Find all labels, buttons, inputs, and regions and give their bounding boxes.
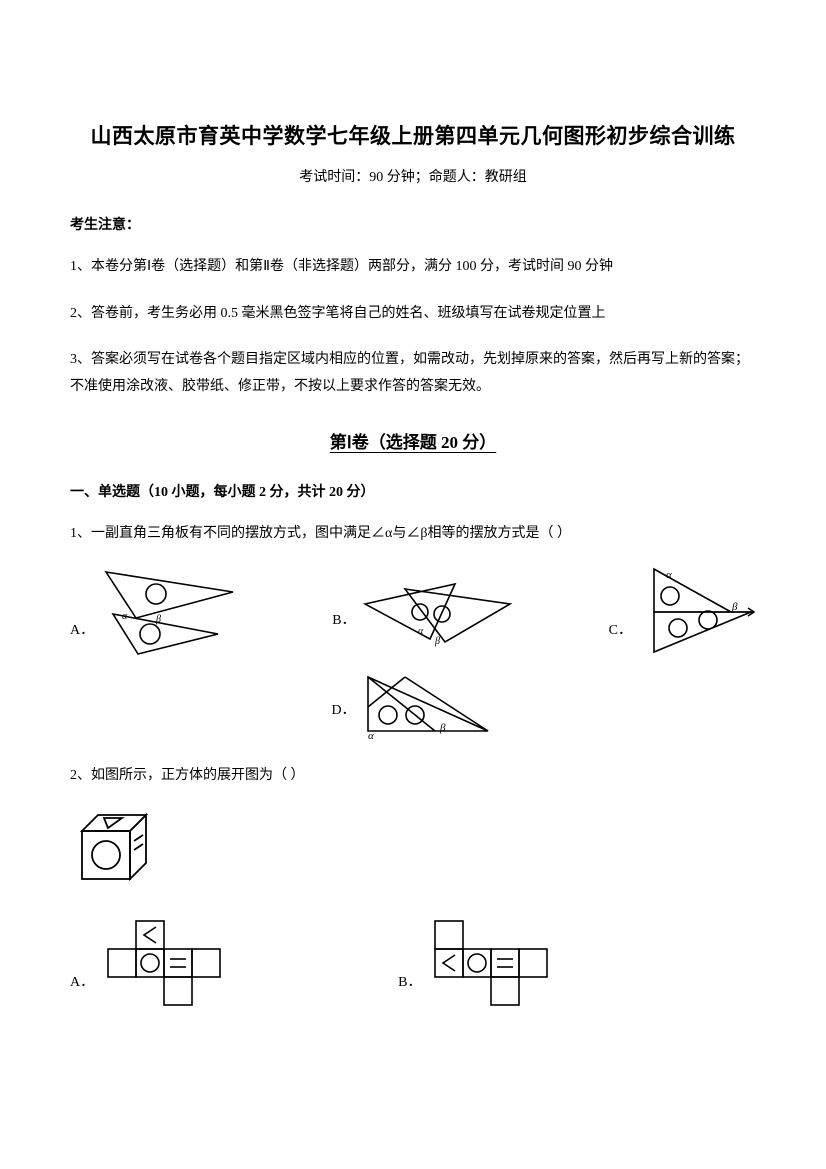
option-label-b: B． — [332, 609, 355, 629]
cube-icon — [70, 806, 160, 896]
q2-options-ab: A． — [70, 916, 756, 1011]
net-b-icon — [425, 916, 575, 1011]
q1-option-c: C． α β — [609, 564, 756, 659]
q2-option-b: B． — [398, 916, 575, 1011]
svg-text:β: β — [155, 614, 161, 625]
notice-header: 考生注意： — [70, 214, 756, 234]
svg-text:α: α — [368, 730, 374, 739]
notice-1: 1、本卷分第Ⅰ卷（选择题）和第Ⅱ卷（非选择题）两部分，满分 100 分，考试时间… — [70, 254, 756, 281]
q1-option-b: B． α β — [332, 574, 514, 649]
svg-text:α: α — [666, 569, 672, 581]
svg-text:β: β — [434, 636, 440, 647]
triangle-diagram-a-icon: α β — [98, 564, 238, 659]
question-1: 1、一副直角三角板有不同的摆放方式，图中满足∠α与∠β相等的摆放方式是（ ） — [70, 521, 756, 548]
q1-option-d-row: D． α β — [70, 669, 756, 739]
svg-text:α: α — [418, 626, 424, 637]
page-title: 山西太原市育英中学数学七年级上册第四单元几何图形初步综合训练 — [70, 120, 756, 150]
subsection-title: 一、单选题（10 小题，每小题 2 分，共计 20 分） — [70, 481, 756, 501]
exam-page: 山西太原市育英中学数学七年级上册第四单元几何图形初步综合训练 考试时间：90 分… — [0, 0, 826, 1061]
triangle-diagram-c-icon: α β — [636, 564, 756, 659]
triangle-diagram-d-icon: α β — [360, 669, 495, 739]
option-label-c: C． — [609, 619, 632, 639]
section-header: 第Ⅰ卷（选择题 20 分） — [70, 428, 756, 453]
question-2: 2、如图所示，正方体的展开图为（ ） — [70, 763, 756, 790]
page-subtitle: 考试时间：90 分钟；命题人：教研组 — [70, 166, 756, 186]
q1-options-abc: A． α β B． — [70, 564, 756, 659]
option-label-a: A． — [70, 619, 94, 639]
q2-option-label-b: B． — [398, 971, 421, 991]
q1-option-a: A． α β — [70, 564, 238, 659]
notice-3: 3、答案必须写在试卷各个题目指定区域内相应的位置，如需改动，先划掉原来的答案，然… — [70, 347, 756, 400]
svg-text:α: α — [122, 611, 128, 622]
triangle-diagram-b-icon: α β — [360, 574, 515, 649]
q1-option-d: D． α β — [331, 669, 494, 739]
q2-option-label-a: A． — [70, 971, 94, 991]
q2-option-a: A． — [70, 916, 248, 1011]
svg-text:β: β — [439, 722, 446, 734]
notice-2: 2、答卷前，考生务必用 0.5 毫米黑色签字笔将自己的姓名、班级填写在试卷规定位… — [70, 301, 756, 328]
net-a-icon — [98, 916, 248, 1011]
svg-text:β: β — [731, 601, 738, 613]
q2-cube-figure — [70, 806, 756, 896]
option-label-d: D． — [331, 699, 355, 719]
